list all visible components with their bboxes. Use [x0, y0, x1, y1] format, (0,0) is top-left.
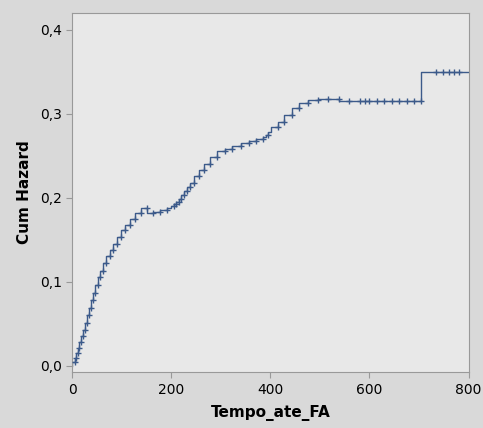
Y-axis label: Cum Hazard: Cum Hazard [17, 141, 32, 244]
X-axis label: Tempo_ate_FA: Tempo_ate_FA [211, 405, 330, 421]
